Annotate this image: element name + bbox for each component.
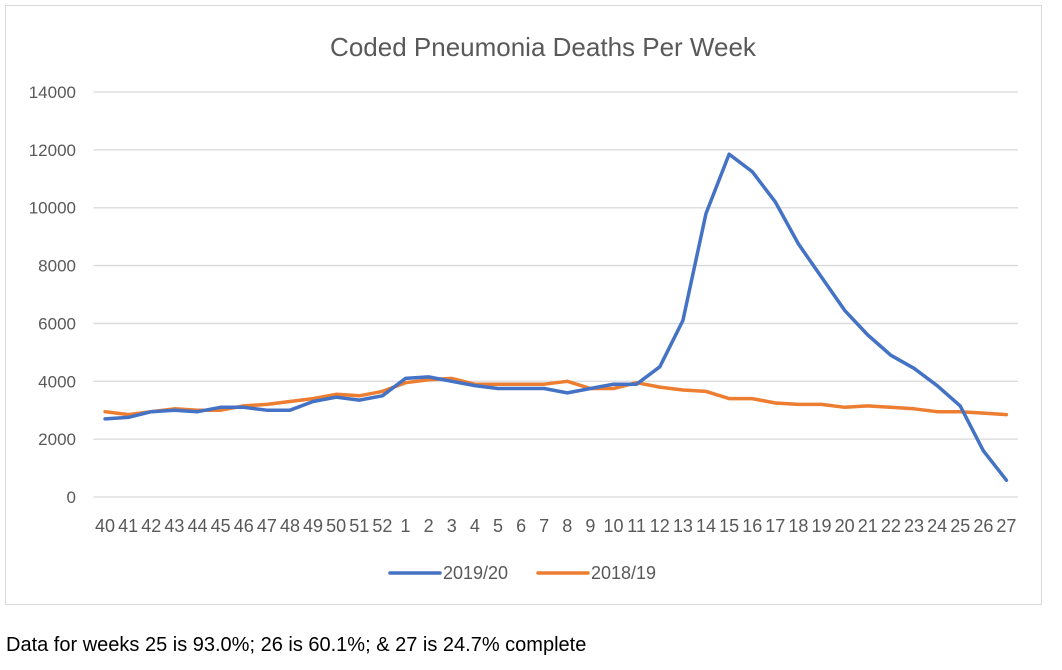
x-tick-label: 5 — [493, 516, 503, 536]
y-tick-label: 14000 — [29, 83, 76, 102]
x-tick-label: 12 — [650, 516, 670, 536]
x-tick-label: 48 — [280, 516, 300, 536]
series-line-0 — [103, 152, 1009, 482]
x-tick-label: 16 — [742, 516, 762, 536]
x-tick-label: 52 — [372, 516, 392, 536]
x-tick-label: 49 — [303, 516, 323, 536]
x-tick-label: 17 — [765, 516, 785, 536]
y-tick-label: 0 — [67, 488, 76, 507]
y-tick-label: 6000 — [38, 314, 76, 333]
y-tick-label: 12000 — [29, 141, 76, 160]
x-tick-label: 20 — [835, 516, 855, 536]
chart-frame — [5, 5, 1042, 605]
x-tick-label: 1 — [401, 516, 411, 536]
x-tick-label: 46 — [234, 516, 254, 536]
x-tick-label: 23 — [904, 516, 924, 536]
x-tick-label: 10 — [604, 516, 624, 536]
x-tick-label: 13 — [673, 516, 693, 536]
y-tick-label: 2000 — [38, 430, 76, 449]
x-tick-label: 21 — [858, 516, 878, 536]
x-tick-label: 8 — [562, 516, 572, 536]
x-tick-label: 2 — [424, 516, 434, 536]
x-tick-label: 50 — [326, 516, 346, 536]
x-tick-label: 4 — [470, 516, 480, 536]
series-line-1 — [103, 376, 1009, 417]
x-tick-label: 51 — [349, 516, 369, 536]
x-tick-label: 9 — [585, 516, 595, 536]
x-tick-label: 7 — [539, 516, 549, 536]
x-tick-label: 44 — [187, 516, 207, 536]
x-tick-label: 42 — [141, 516, 161, 536]
x-tick-label: 18 — [788, 516, 808, 536]
chart-title: Coded Pneumonia Deaths Per Week — [330, 32, 757, 62]
x-tick-label: 22 — [881, 516, 901, 536]
y-tick-label: 8000 — [38, 257, 76, 276]
x-tick-label: 25 — [950, 516, 970, 536]
y-tick-label: 10000 — [29, 199, 76, 218]
x-tick-label: 41 — [118, 516, 138, 536]
x-tick-label: 24 — [927, 516, 947, 536]
legend-label: 2018/19 — [591, 563, 656, 583]
x-tick-label: 45 — [211, 516, 231, 536]
x-tick-label: 27 — [996, 516, 1016, 536]
x-tick-label: 40 — [95, 516, 115, 536]
footnote: Data for weeks 25 is 93.0%; 26 is 60.1%;… — [6, 634, 587, 656]
legend-label: 2019/20 — [443, 563, 508, 583]
line-chart: Coded Pneumonia Deaths Per Week 0 2000 400… — [29, 32, 1018, 583]
x-tick-label: 47 — [257, 516, 277, 536]
x-tick-label: 15 — [719, 516, 739, 536]
y-tick-label: 4000 — [38, 372, 76, 391]
x-tick-label: 26 — [973, 516, 993, 536]
x-tick-label: 43 — [164, 516, 184, 536]
x-tick-label: 11 — [627, 516, 646, 536]
x-tick-label: 19 — [812, 516, 832, 536]
x-tick-label: 14 — [696, 516, 716, 536]
x-tick-label: 6 — [516, 516, 526, 536]
x-tick-label: 3 — [447, 516, 457, 536]
